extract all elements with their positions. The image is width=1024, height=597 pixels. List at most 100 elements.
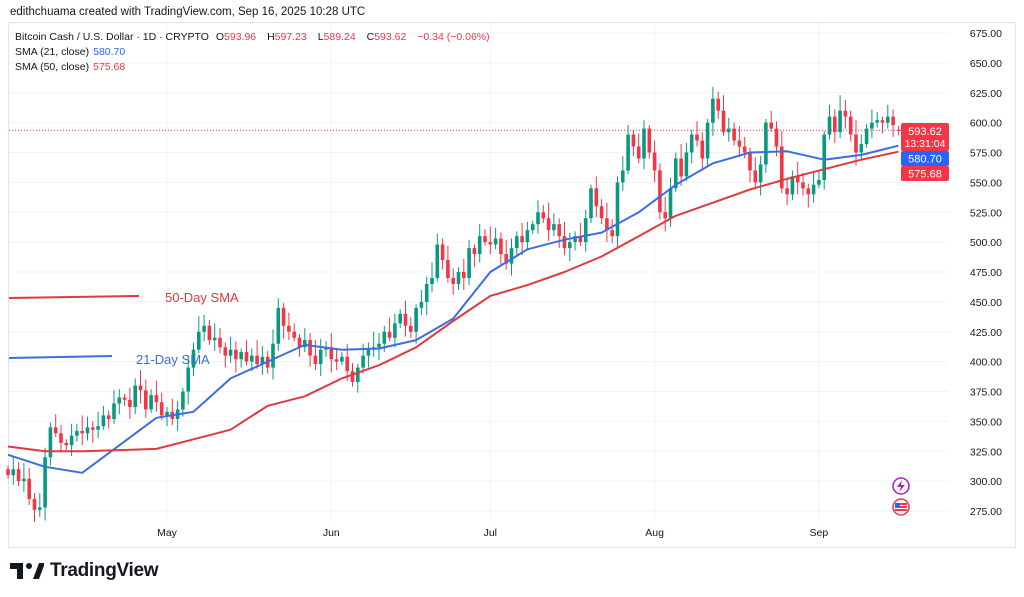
candle-body (255, 355, 259, 365)
candle-body (128, 399, 132, 408)
candle (27, 467, 31, 506)
candle-body (742, 146, 747, 153)
lightning-icon[interactable] (892, 477, 910, 495)
candle-body (260, 356, 265, 365)
candle (594, 176, 599, 218)
candle-body (477, 236, 482, 255)
candle (817, 171, 821, 189)
sma50-legend-row[interactable]: SMA (50, close) 575.68 (15, 60, 494, 75)
candle (138, 369, 143, 404)
candle (159, 392, 164, 421)
candle (472, 244, 477, 268)
candle (583, 209, 588, 252)
candle (117, 389, 122, 415)
candle-body (557, 224, 561, 237)
candle-body (636, 146, 641, 159)
candle-body (440, 244, 445, 261)
candle (414, 304, 418, 344)
candle (212, 323, 217, 351)
candle-body (329, 347, 334, 360)
candle (186, 355, 190, 405)
candle-body (382, 331, 387, 344)
candle (642, 120, 646, 170)
candle (32, 493, 37, 522)
candle-body (780, 146, 784, 189)
candle (446, 245, 450, 283)
sma50-legend-value: 575.68 (93, 61, 126, 73)
sma21-legend-row[interactable]: SMA (21, close) 580.70 (15, 45, 494, 60)
candle-body (414, 307, 418, 332)
candle (705, 119, 710, 166)
sma21-legend-label: SMA (21, close) (15, 46, 90, 58)
price-tick-label: 600.00 (970, 118, 1002, 130)
candle (790, 170, 795, 201)
sma50-legend-label: SMA (50, close) (15, 61, 90, 73)
candle-body (6, 469, 10, 476)
candle-body (854, 134, 858, 153)
candle (806, 183, 811, 208)
candle (292, 323, 296, 342)
candle-body (764, 122, 768, 165)
candle (774, 121, 779, 157)
candle-body (27, 478, 31, 500)
candle-body (568, 242, 572, 249)
candle (281, 303, 286, 339)
candle (398, 309, 402, 329)
candle-body (536, 212, 540, 225)
candle-body (96, 426, 100, 430)
candle-body (509, 248, 514, 264)
time-tick-label: May (157, 527, 178, 539)
candle-body (318, 349, 323, 365)
candle (53, 414, 58, 437)
candle-body (684, 152, 689, 177)
low-label: L (317, 31, 324, 43)
candle-body (345, 356, 349, 372)
candle-body (165, 411, 169, 416)
candle-body (419, 301, 424, 308)
candle (228, 336, 233, 363)
candle-body (48, 427, 53, 458)
candle-body (833, 116, 837, 133)
candle-body (197, 331, 201, 350)
candle-body (207, 325, 212, 341)
price-tick-label: 500.00 (970, 237, 1002, 249)
price-tick-label: 550.00 (970, 177, 1002, 189)
candle-body (234, 349, 238, 360)
candle-body (753, 170, 758, 183)
candle (737, 126, 742, 158)
candle-body (769, 122, 773, 129)
candle-body (817, 179, 821, 185)
candle-body (891, 116, 895, 126)
tradingview-logo[interactable]: TradingView (10, 560, 159, 582)
candle (462, 258, 466, 290)
candle (541, 205, 546, 224)
close-label: C (366, 31, 375, 43)
candle (387, 317, 392, 342)
candle-body (244, 352, 249, 362)
candle-body (875, 120, 879, 123)
candle (647, 125, 652, 159)
candle (811, 171, 816, 203)
candle (106, 410, 111, 429)
candle-body (594, 188, 599, 207)
candle (467, 239, 471, 286)
candle-body (287, 325, 291, 332)
candle-body (711, 98, 715, 123)
candle (520, 223, 524, 256)
candle-body (605, 218, 609, 231)
candle (403, 300, 408, 337)
candle-body (525, 230, 530, 243)
candle (154, 380, 159, 412)
candle (488, 226, 493, 255)
us-flag-icon[interactable] (892, 498, 910, 516)
candle-body (504, 254, 508, 264)
candle (175, 401, 180, 431)
candle (711, 86, 715, 136)
candle (536, 200, 540, 234)
candle-body (795, 176, 800, 183)
price-axis: 275.00 300.00 325.00 350.00 375.00 400.00 425.… (970, 28, 1002, 518)
time-axis: May Jun Jul Aug Sep (157, 527, 828, 539)
candle-body (668, 188, 673, 219)
candle-body (340, 356, 344, 362)
